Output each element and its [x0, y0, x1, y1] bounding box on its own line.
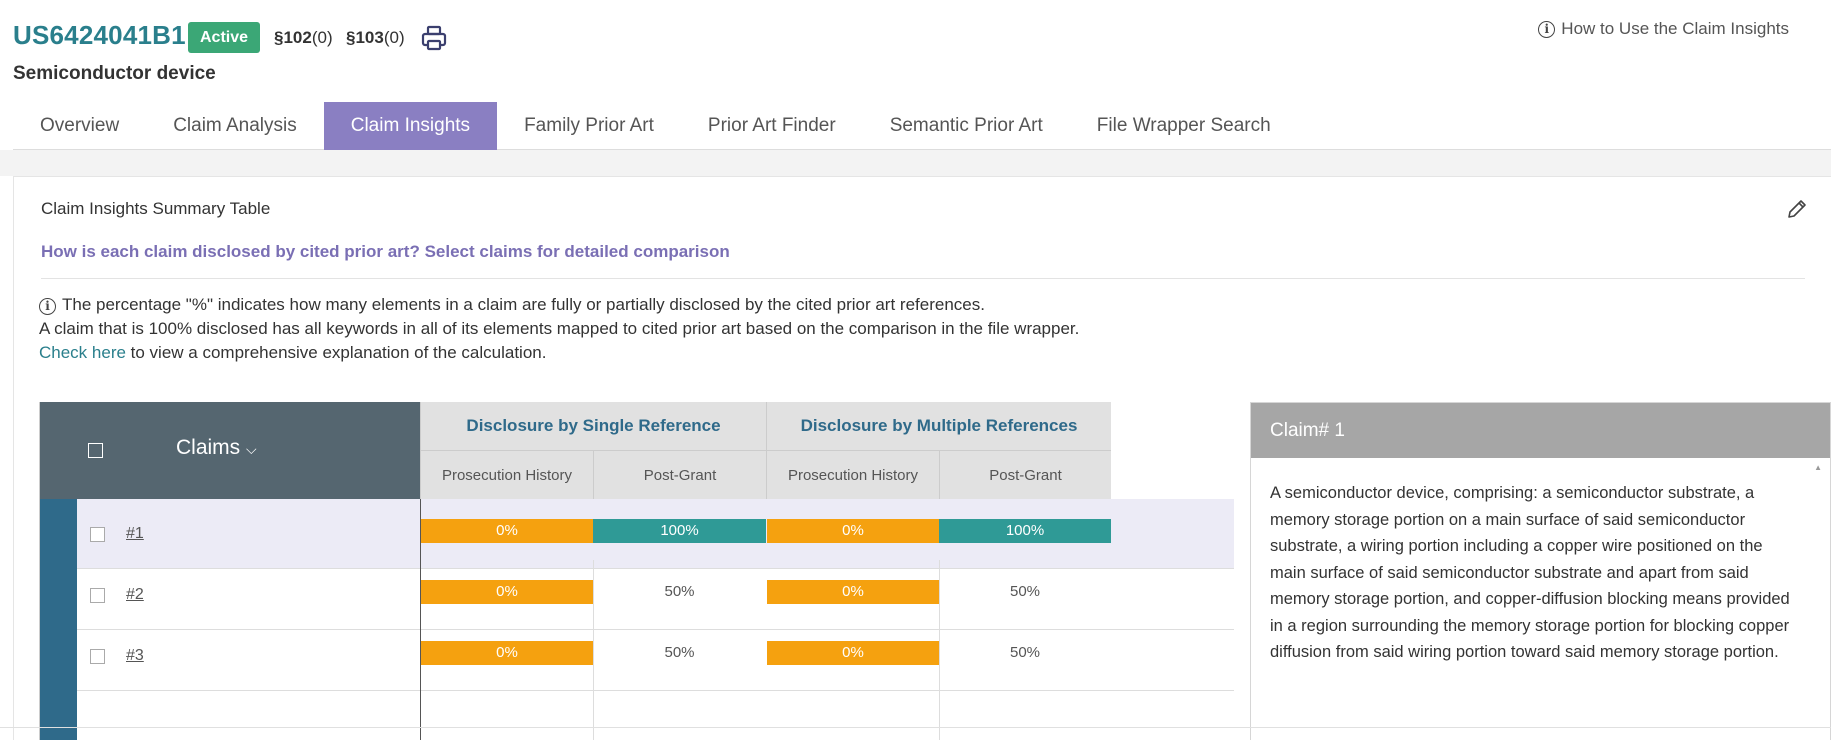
row-checkbox[interactable] [90, 527, 105, 542]
section-103-link[interactable]: §103(0) [346, 28, 405, 48]
table-row[interactable] [40, 682, 1234, 740]
patent-number: US6424041B1 [13, 20, 186, 50]
row-indicator [40, 499, 77, 569]
single-postgrant-cell: 100% [593, 519, 766, 543]
multi-postgrant-cell: 100% [939, 519, 1111, 543]
group-header-single: Disclosure by Single Reference [420, 402, 766, 450]
column-divider [420, 682, 421, 740]
claim-detail-panel: Claim# 1 ▲ A semiconductor device, compr… [1250, 402, 1831, 740]
claim-insights-panel: Claim Insights Summary Table How is each… [13, 176, 1831, 740]
row-checkbox[interactable] [90, 649, 105, 664]
print-icon[interactable] [420, 24, 448, 52]
section-102-count: (0) [311, 28, 333, 47]
info-icon: i [39, 298, 56, 315]
column-divider [939, 621, 940, 691]
row-indicator [40, 560, 77, 630]
how-to-use-link[interactable]: i How to Use the Claim Insights [1538, 19, 1789, 39]
check-here-link[interactable]: Check here [39, 343, 126, 362]
multi-prosecution-cell: 0% [767, 580, 939, 604]
tab-claim-insights[interactable]: Claim Insights [323, 102, 498, 150]
page-header: US6424041B1 Active §102(0) §103(0) i How… [0, 0, 1831, 150]
bottom-border [0, 727, 1831, 728]
column-divider [939, 682, 940, 740]
multi-postgrant-cell: 50% [1009, 583, 1041, 600]
single-postgrant-cell: 50% [664, 583, 695, 600]
column-divider [593, 621, 594, 691]
column-divider [420, 560, 421, 630]
table-row[interactable]: #1 0% 100% 0% 100% [40, 499, 1234, 569]
patent-title: Semiconductor device [13, 63, 216, 84]
summary-question: How is each claim disclosed by cited pri… [41, 242, 730, 261]
row-indicator [40, 621, 77, 691]
percentage-note: i The percentage "%" indicates how many e… [39, 293, 1079, 365]
subheader-multi-prosecution: Prosecution History [766, 450, 939, 499]
chevron-down-icon: ⌵ [246, 441, 257, 457]
single-postgrant-cell: 50% [664, 644, 695, 661]
claims-header-label: Claims [176, 436, 241, 459]
tab-semantic-prior-art[interactable]: Semantic Prior Art [889, 115, 1043, 136]
note-line-1: The percentage "%" indicates how many el… [62, 295, 985, 314]
multi-postgrant-cell: 50% [1009, 644, 1041, 661]
multi-prosecution-cell: 0% [767, 641, 939, 665]
claim-link[interactable]: #1 [126, 525, 144, 542]
column-divider [593, 560, 594, 630]
note-line-3: to view a comprehensive explanation of t… [125, 343, 547, 362]
single-prosecution-cell: 0% [421, 519, 593, 543]
info-icon: i [1538, 20, 1556, 38]
claims-summary-table: Claims ⌵ Disclosure by Single Reference … [39, 402, 1234, 740]
tab-bar: Overview Claim Analysis Claim Insights F… [13, 102, 1831, 150]
divider [41, 278, 1805, 279]
tab-family-prior-art[interactable]: Family Prior Art [524, 115, 654, 136]
group-header-multiple: Disclosure by Multiple References [766, 402, 1111, 450]
claim-detail-text: A semiconductor device, comprising: a se… [1270, 484, 1790, 661]
single-prosecution-cell: 0% [421, 580, 593, 604]
section-103-count: (0) [383, 28, 405, 47]
tab-claim-analysis[interactable]: Claim Analysis [173, 115, 297, 136]
claims-sort-button[interactable]: Claims ⌵ [176, 436, 257, 460]
tab-overview[interactable]: Overview [40, 115, 120, 136]
subheader-single-postgrant: Post-Grant [593, 450, 766, 499]
column-divider [939, 560, 940, 630]
status-badge: Active [188, 22, 261, 53]
tab-prior-art-finder[interactable]: Prior Art Finder [707, 115, 836, 136]
how-to-use-label: How to Use the Claim Insights [1561, 19, 1789, 38]
note-line-2: A claim that is 100% disclosed has all k… [39, 319, 1080, 338]
claim-detail-header: Claim# 1 [1251, 403, 1830, 458]
claim-link[interactable]: #3 [126, 647, 144, 664]
section-102-link[interactable]: §102(0) [274, 28, 333, 48]
subheader-multi-postgrant: Post-Grant [939, 450, 1111, 499]
section-102-label: §102 [274, 28, 312, 47]
column-divider [420, 499, 421, 569]
table-row[interactable]: #3 0% 50% 0% 50% [40, 621, 1234, 691]
content-separator [0, 150, 1831, 176]
pencil-icon[interactable] [1785, 197, 1809, 221]
subheader-single-prosecution: Prosecution History [420, 450, 593, 499]
column-divider [420, 621, 421, 691]
scroll-up-icon[interactable]: ▲ [1814, 463, 1822, 472]
multi-prosecution-cell: 0% [767, 519, 939, 543]
select-all-checkbox[interactable] [88, 443, 103, 458]
section-103-label: §103 [346, 28, 384, 47]
summary-title: Claim Insights Summary Table [41, 199, 271, 218]
column-divider [593, 682, 594, 740]
table-row[interactable]: #2 0% 50% 0% 50% [40, 560, 1234, 630]
claims-header: Claims ⌵ [40, 402, 420, 499]
tab-file-wrapper-search[interactable]: File Wrapper Search [1096, 115, 1271, 136]
claim-link[interactable]: #2 [126, 586, 144, 603]
row-checkbox[interactable] [90, 588, 105, 603]
row-indicator [40, 682, 77, 740]
single-prosecution-cell: 0% [421, 641, 593, 665]
